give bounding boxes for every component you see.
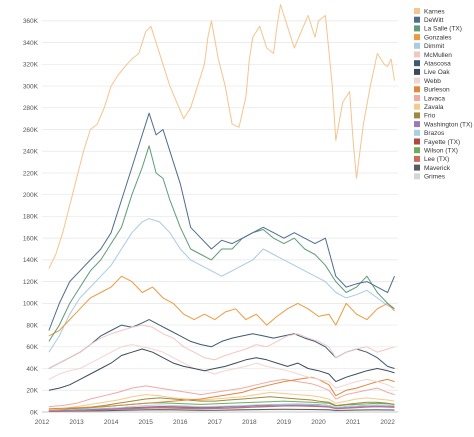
legend-label-atascosa: Atascosa (424, 61, 451, 68)
legend-swatch-dewitt (414, 16, 420, 23)
legend-swatch-webb (414, 77, 420, 84)
series-line-dewitt (48, 112, 395, 331)
y-tick-label: 140K (23, 257, 39, 264)
legend-label-karnes: Karnes (424, 8, 445, 15)
y-tick-label: 240K (23, 149, 39, 156)
legend-swatch-gonzales (414, 34, 420, 41)
legend-label-fayette-tx: Fayette (TX) (424, 139, 460, 146)
series-line-frio (48, 396, 395, 411)
series-line-washington-tx (48, 404, 395, 412)
legend-swatch-zavala (414, 103, 420, 110)
x-axis: 2012 2013 2014 2015 2016 2017 2018 2019 2020 2021… (35, 411, 398, 426)
series-line-zavala (48, 391, 395, 411)
legend-swatch-maverick (414, 164, 420, 171)
legend-label-la-salle-tx: La Salle (TX) (424, 26, 462, 33)
x-tick-label: 2012 (35, 419, 50, 426)
x-tick-label: 2017 (208, 419, 223, 426)
y-tick-label: 0K (30, 409, 39, 416)
y-axis: 0K 20K 40K 60K 80K 100K 120K 140K 160K 180K 200K 22… (23, 18, 39, 416)
legend-swatch-atascosa (414, 60, 420, 67)
legend-label-webb: Webb (424, 78, 441, 85)
legend-swatch-wilson-tx (414, 147, 420, 154)
legend-swatch-live-oak (414, 68, 420, 75)
legend-label-mcmullen: McMullen (424, 52, 452, 59)
x-tick-label: 2022 (380, 419, 395, 426)
legend: Karnes DeWitt La Salle (TX)Gonzales Dimmit M… (414, 8, 473, 181)
legend-label-maverick: Maverick (424, 165, 451, 172)
y-tick-label: 160K (23, 235, 39, 242)
series-line-live-oak (48, 348, 395, 391)
x-tick-label: 2013 (69, 419, 84, 426)
y-tick-label: 320K (23, 62, 39, 69)
series-line-burleson (48, 376, 395, 410)
legend-swatch-washington-tx (414, 121, 420, 128)
legend-label-dimmit: Dimmit (424, 43, 444, 50)
legend-label-washington-tx: Washington (TX) (424, 121, 473, 128)
series-line-lee-tx (48, 405, 395, 412)
legend-swatch-fayette-tx (414, 138, 420, 145)
legend-label-brazos: Brazos (424, 130, 445, 137)
series-line-mcmullen (48, 324, 395, 369)
series-line-gonzales (48, 275, 395, 337)
legend-swatch-burleson (414, 86, 420, 93)
y-tick-label: 280K (23, 105, 39, 112)
x-tick-label: 2014 (104, 419, 119, 426)
legend-swatch-frio (414, 112, 420, 119)
y-tick-label: 300K (23, 83, 39, 90)
legend-label-zavala: Zavala (424, 104, 444, 111)
x-tick-label: 2016 (173, 419, 188, 426)
y-tick-label: 360K (23, 18, 39, 25)
y-tick-label: 340K (23, 40, 39, 47)
legend-swatch-karnes (414, 8, 420, 14)
legend-label-gonzales: Gonzales (424, 34, 452, 41)
x-tick-label: 2021 (346, 419, 361, 426)
series-lines (48, 4, 395, 413)
x-tick-label: 2015 (138, 419, 153, 426)
y-tick-label: 220K (23, 170, 39, 177)
y-tick-label: 200K (23, 192, 39, 199)
series-line-lavaca (48, 378, 395, 408)
x-tick-label: 2019 (277, 419, 292, 426)
series-line-webb (48, 344, 395, 389)
series-line-dimmit (48, 218, 395, 353)
y-tick-label: 260K (23, 127, 39, 134)
legend-swatch-brazos (414, 129, 420, 136)
y-tick-label: 40K (26, 366, 38, 373)
series-line-karnes (48, 4, 395, 269)
y-tick-label: 100K (23, 301, 39, 308)
legend-label-lavaca: Lavaca (424, 95, 445, 102)
y-tick-label: 180K (23, 214, 39, 221)
legend-label-frio: Frio (424, 113, 436, 120)
legend-swatch-grimes (414, 173, 420, 180)
series-line-maverick (48, 408, 395, 412)
legend-swatch-lavaca (414, 95, 420, 101)
legend-swatch-dimmit (414, 42, 420, 49)
series-line-brazos (48, 403, 395, 411)
y-tick-label: 20K (26, 388, 38, 395)
y-tick-label: 120K (23, 279, 39, 286)
legend-swatch-la-salle-tx (414, 25, 420, 32)
x-tick-label: 2018 (242, 419, 257, 426)
series-line-atascosa (48, 319, 395, 369)
series-line-la-salle-tx (48, 145, 395, 342)
legend-label-grimes: Grimes (424, 174, 446, 181)
legend-label-dewitt: DeWitt (424, 17, 444, 24)
legend-label-wilson-tx: Wilson (TX) (424, 148, 458, 155)
legend-label-burleson: Burleson (424, 87, 450, 94)
y-tick-label: 60K (26, 344, 38, 351)
legend-label-lee-tx: Lee (TX) (424, 156, 449, 163)
legend-swatch-lee-tx (414, 155, 420, 162)
legend-swatch-mcmullen (414, 51, 420, 58)
x-tick-label: 2020 (311, 419, 326, 426)
legend-label-live-oak: Live Oak (424, 69, 450, 76)
y-tick-label: 80K (26, 322, 38, 329)
